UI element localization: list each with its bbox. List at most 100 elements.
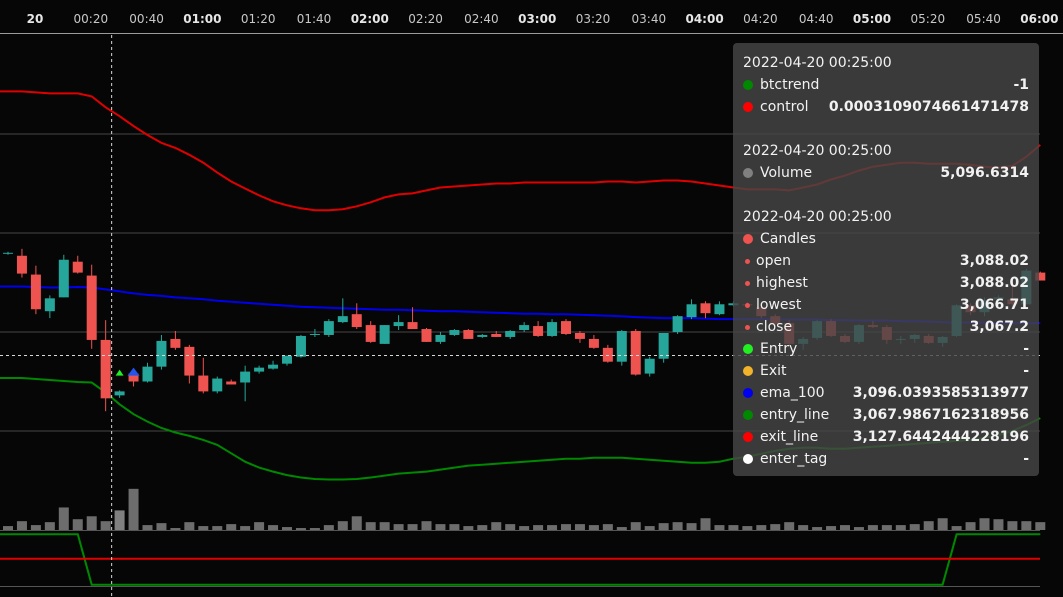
candles-legend-dot-icon [743, 234, 753, 244]
time-tick-label: 05:00 [853, 12, 891, 26]
candle-body [519, 325, 530, 331]
volume-bar [798, 525, 809, 530]
tooltip-row-open: open 3,088.02 [743, 250, 1029, 272]
tooltip-row-enter-tag: enter_tag - [743, 448, 1029, 470]
volume-bar [588, 525, 599, 530]
tooltip-timestamp: 2022-04-20 00:25:00 [743, 55, 892, 71]
time-tick-label: 03:20 [576, 12, 611, 26]
volume-bar [421, 521, 432, 530]
candle-body [254, 367, 265, 372]
exit-legend-dot-icon [743, 366, 753, 376]
tooltip-label: open [756, 253, 791, 269]
volume-bar [142, 525, 153, 530]
volume-bar [240, 526, 251, 530]
volume-bar [351, 516, 362, 530]
volume-bar [993, 519, 1004, 530]
volume-bar [170, 528, 181, 530]
indicator-subplot [0, 533, 1041, 586]
volume-bar [742, 526, 753, 530]
volume-bar [630, 522, 641, 530]
volume-bar [867, 525, 878, 530]
volume-bar [853, 527, 864, 530]
candle-body [449, 330, 460, 335]
candle-body [114, 391, 125, 396]
tooltip-value: 3,066.71 [959, 297, 1029, 313]
volume-bar [226, 524, 237, 530]
candle-body [588, 338, 599, 348]
candle-body [323, 321, 334, 335]
volume-bar [30, 525, 41, 530]
volume-bar [979, 518, 990, 530]
volume-bar [156, 523, 167, 530]
candle-body [533, 326, 544, 336]
candle-body [644, 358, 655, 374]
candle-body [170, 338, 181, 348]
volume-bar [435, 524, 446, 530]
tooltip-value: - [1023, 451, 1029, 467]
volume-bar [812, 527, 823, 530]
tooltip-label: entry_line [760, 407, 830, 423]
candle-body [184, 346, 195, 376]
volume-bar [840, 525, 850, 530]
volume-bar [770, 524, 781, 530]
time-tick-label: 20 [27, 12, 44, 26]
tooltip-label: ema_100 [760, 385, 825, 401]
enter-tag-legend-dot-icon [743, 454, 753, 464]
tooltip-label: Entry [760, 341, 798, 357]
tooltip-row-control: control 0.0003109074661471478 [743, 96, 1029, 118]
volume-bar [1007, 521, 1018, 530]
tooltip-timestamp: 2022-04-20 00:25:00 [743, 143, 892, 159]
candle-body [435, 334, 446, 342]
volume-bar [449, 524, 460, 530]
candle-body [365, 325, 376, 342]
tooltip-value: 3,067.9867162318956 [852, 407, 1029, 423]
tooltip-value: 5,096.6314 [940, 165, 1029, 181]
candle-body [156, 340, 167, 367]
tooltip-row-btctrend: btctrend -1 [743, 74, 1029, 96]
tooltip-row-entry-line: entry_line 3,067.9867162318956 [743, 404, 1029, 426]
volume-bar [337, 521, 348, 530]
candle-body [198, 375, 209, 392]
tooltip-volume-group: 2022-04-20 00:25:00 Volume 5,096.6314 [743, 140, 1029, 184]
tooltip-label: highest [756, 275, 808, 291]
tooltip-candles-group: 2022-04-20 00:25:00 Candles open 3,088.0… [743, 206, 1029, 470]
volume-bar [323, 525, 334, 530]
time-tick-label: 02:40 [464, 12, 499, 26]
signal-markers [115, 367, 140, 376]
volume-bar [784, 522, 795, 530]
tooltip-indicators-group: 2022-04-20 00:25:00 btctrend -1 control … [743, 52, 1029, 118]
candle-body [630, 331, 641, 375]
volume-bar [491, 522, 502, 530]
tooltip-value: -1 [1013, 77, 1029, 93]
volume-bar [1021, 521, 1032, 530]
volume-bar [198, 526, 209, 530]
time-tick-label: 02:20 [408, 12, 443, 26]
candle-body [379, 325, 390, 344]
candle-body [16, 255, 27, 274]
candle-body [351, 314, 362, 328]
tooltip-label: close [756, 319, 793, 335]
volume-bar [644, 526, 655, 530]
candle-body [574, 332, 585, 339]
candle-body [282, 355, 292, 364]
candle-body [212, 378, 223, 392]
tooltip-value: 3,088.02 [959, 253, 1029, 269]
tooltip-label: Exit [760, 363, 787, 379]
candle-body [309, 333, 320, 335]
volume-bar [672, 522, 683, 530]
volume-bar [463, 526, 474, 530]
volume-bar [700, 518, 711, 530]
tooltip-value: 0.0003109074661471478 [828, 99, 1029, 115]
volume-bar [16, 521, 27, 530]
volume-bar [881, 525, 892, 530]
candle-body [30, 274, 41, 310]
tooltip-label: btctrend [760, 77, 820, 93]
candle-body [616, 331, 627, 362]
tooltip-timestamp: 2022-04-20 00:25:00 [743, 209, 892, 225]
volume-legend-dot-icon [743, 168, 753, 178]
volume-bar [574, 524, 585, 530]
tooltip-label: enter_tag [760, 451, 828, 467]
candle-body [714, 304, 725, 315]
btctrend-legend-dot-icon [743, 80, 753, 90]
candle-body [463, 330, 474, 339]
